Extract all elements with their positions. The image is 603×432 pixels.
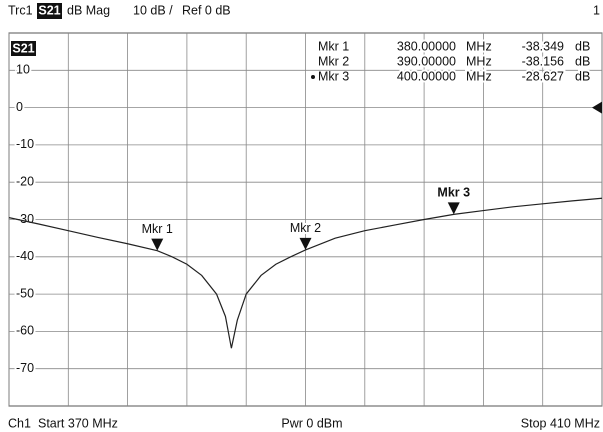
marker-table-name: Mkr 3 (318, 69, 349, 83)
y-tick-label: 10 (16, 63, 30, 77)
marker-table-freq: 390.00000 (397, 54, 456, 68)
marker-label: Mkr 3 (437, 186, 470, 200)
trace-badge-label: S21 (12, 41, 34, 55)
y-tick-label: -40 (16, 249, 34, 263)
trace-badge (11, 41, 36, 56)
param-badge (37, 3, 62, 19)
y-tick-label: 0 (16, 100, 23, 114)
active-bullet (311, 75, 315, 79)
y-tick-label: -30 (16, 212, 34, 226)
marker-table-freq-unit: MHz (466, 39, 492, 53)
scale-label: 10 dB / (133, 3, 173, 17)
marker-label: Mkr 1 (142, 222, 173, 236)
y-tick-label: -20 (16, 174, 34, 188)
y-tick-label: -10 (16, 137, 34, 151)
power-label: Pwr 0 dBm (281, 416, 342, 430)
start-label: Start 370 MHz (38, 416, 118, 430)
marker-triangle (447, 202, 460, 215)
marker-table-name: Mkr 1 (318, 39, 349, 53)
marker-table-level-unit: dB (575, 54, 590, 68)
marker-triangle (299, 237, 312, 250)
y-tick-label: -50 (16, 286, 34, 300)
marker-table-freq: 400.00000 (397, 69, 456, 83)
param-label: S21 (38, 3, 60, 17)
stop-label: Stop 410 MHz (521, 416, 600, 430)
marker-label: Mkr 2 (290, 221, 321, 235)
marker-table-freq: 380.00000 (397, 39, 456, 53)
channel-label: Ch1 (8, 416, 31, 430)
marker-table-level-unit: dB (575, 69, 590, 83)
ref-label: Ref 0 dB (182, 3, 231, 17)
ref-arrow (592, 101, 602, 114)
marker-triangle (151, 238, 164, 251)
marker-table-level: -28.627 (522, 69, 564, 83)
trace-label: Trc1 (8, 3, 33, 17)
format-label: dB Mag (67, 3, 110, 17)
trace (8, 197, 603, 349)
y-tick-label: -70 (16, 361, 34, 375)
y-tick-label: -60 (16, 324, 34, 338)
marker-table-level: -38.349 (522, 39, 564, 53)
marker-table-freq-unit: MHz (466, 54, 492, 68)
marker-table-level-unit: dB (575, 39, 590, 53)
marker-table-level: -38.156 (522, 54, 564, 68)
plot: 10 0 -10 -20 -30 -40 -50 -60 -70 S21 Mkr 1 Mkr 1 380… (8, 32, 603, 407)
marker-table-name: Mkr 2 (318, 54, 349, 68)
marker-table-freq-unit: MHz (466, 69, 492, 83)
window-label: 1 (593, 3, 600, 17)
